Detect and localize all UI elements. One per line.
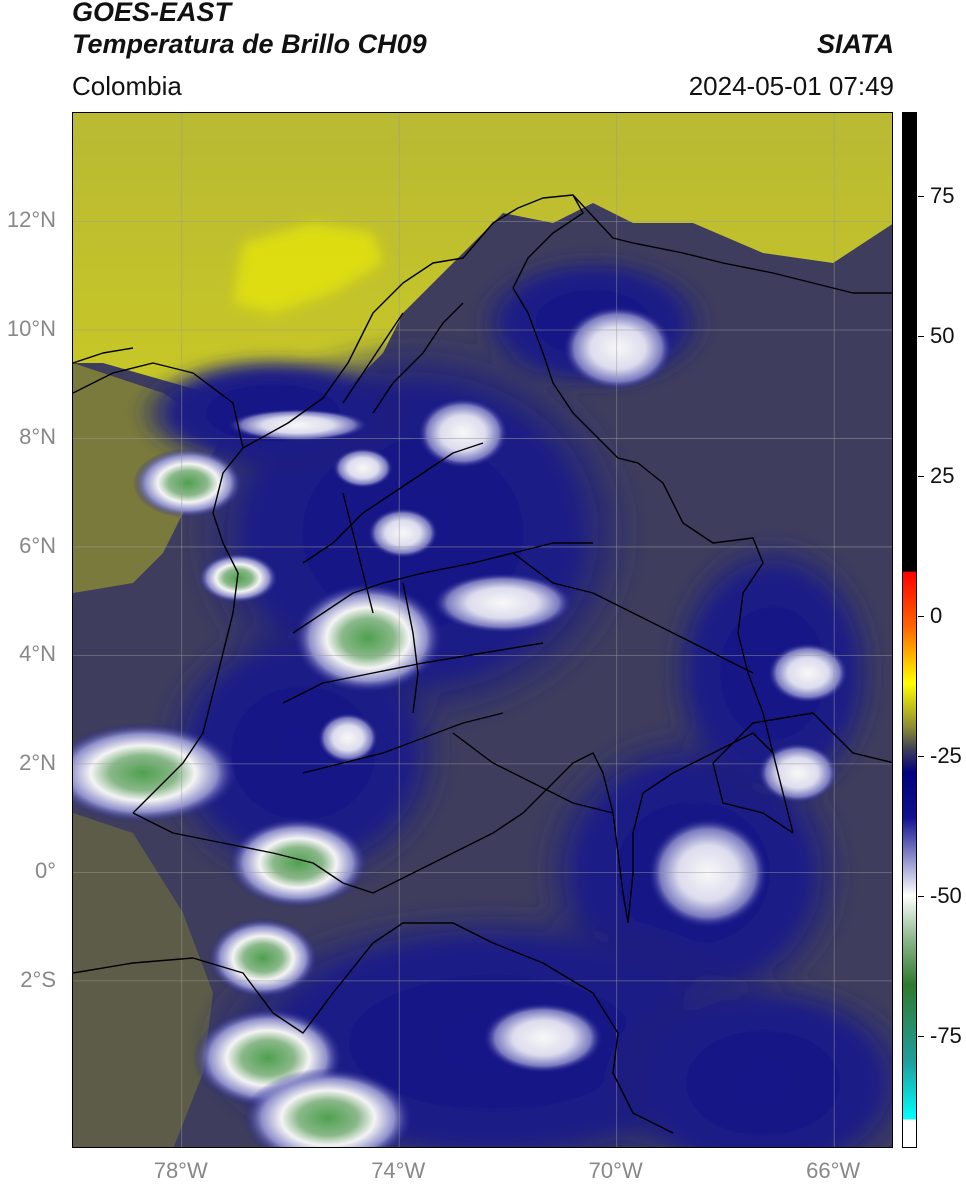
- lon-tick-label: 74°W: [371, 1158, 426, 1183]
- colorbar-tick-label: -25: [930, 743, 962, 768]
- olive-ocean: [73, 813, 213, 1147]
- andes-internal-3: [302, 442, 484, 564]
- colorbar-tick-mark: [918, 1036, 924, 1037]
- colorbar-tick-label: 50: [930, 323, 955, 348]
- cloud-east-amazon: [648, 818, 768, 928]
- orinoco-internal: [512, 552, 754, 674]
- andes-internal-6: [302, 712, 504, 774]
- lon-tick-label: 66°W: [806, 1158, 861, 1183]
- title-block: GOES-EAST Temperatura de Brillo CH09: [72, 0, 427, 60]
- andes-internal-1: [342, 312, 404, 404]
- cloud-santander: [368, 508, 438, 558]
- cloud-magdalena: [418, 398, 508, 468]
- satellite-map[interactable]: [72, 112, 893, 1148]
- cloud-caqueta: [318, 713, 378, 763]
- andes-internal-5: [282, 642, 544, 704]
- cloud-ecuador-coast: [228, 818, 368, 908]
- colombia-venezuela-border: [512, 287, 794, 834]
- lat-tick-label: 0°: [34, 858, 56, 884]
- colorbar-tick-mark: [918, 756, 924, 757]
- cloud-peru-south: [243, 1068, 413, 1147]
- colorbar-tick-mark: [918, 616, 924, 617]
- colorbar-tick-label: 0: [930, 603, 943, 628]
- satellite-title: GOES-EAST: [72, 0, 232, 27]
- cloud-llanos: [433, 573, 573, 633]
- colombia-pacific-coast: [132, 447, 244, 814]
- country-borders: [73, 194, 892, 1134]
- lat-tick-label: 2°S: [20, 966, 56, 992]
- cloud-maracaibo: [563, 306, 673, 390]
- colorbar: [902, 112, 917, 1148]
- product-title: Temperatura de Brillo CH09: [72, 29, 427, 59]
- lon-tick-label: 78°W: [153, 1158, 208, 1183]
- colombia-caribbean-coast: [242, 194, 584, 449]
- colorbar-tick-mark: [918, 476, 924, 477]
- panama-costarica: [73, 362, 244, 449]
- andes-internal-2: [372, 302, 464, 414]
- cloud-guainia: [768, 643, 848, 703]
- colorbar-tick-label: 75: [930, 183, 955, 208]
- venezuela-coast: [572, 194, 892, 294]
- lat-tick-label: 6°N: [19, 532, 56, 558]
- colorbar-tick-mark: [918, 336, 924, 337]
- colorbar-tick-label: 25: [930, 463, 955, 488]
- cloud-tops: [73, 306, 848, 1147]
- colorbar-tick-mark: [918, 896, 924, 897]
- cloud-amazon-south: [483, 1003, 603, 1073]
- graticule: [73, 113, 892, 1147]
- cloud-orinoco: [758, 743, 838, 803]
- lat-tick-label: 10°N: [6, 315, 56, 341]
- organization-label: SIATA: [817, 29, 894, 59]
- colombia-ecuador-border: [132, 812, 374, 894]
- datetime-label: 2024-05-01 07:49: [688, 71, 894, 101]
- colorbar-tick-mark: [918, 196, 924, 197]
- lat-tick-label: 8°N: [19, 424, 56, 450]
- central-america-coast: [73, 347, 134, 364]
- colorbar-tick-label: -75: [930, 1023, 962, 1048]
- lat-tick-label: 2°N: [19, 749, 56, 775]
- andes-internal-4: [292, 542, 593, 634]
- amazon-internal: [452, 732, 614, 814]
- region-label: Colombia: [72, 71, 182, 101]
- lat-tick-label: 4°N: [19, 641, 56, 667]
- cloud-sierra: [333, 448, 393, 488]
- cloud-panama: [133, 448, 243, 518]
- cloud-andes-central: [293, 583, 443, 693]
- ecuador-peru-border: [73, 922, 674, 1134]
- cloud-ecuador-south: [208, 918, 318, 998]
- andes-internal-8: [342, 492, 374, 614]
- lat-tick-label: 12°N: [6, 207, 56, 233]
- cloud-caribbean-band: [228, 409, 368, 441]
- andes-internal-7: [402, 582, 419, 714]
- colombia-brazil-border: [627, 732, 774, 924]
- cloud-pacific-west: [73, 723, 238, 823]
- venezuela-brazil-border: [712, 712, 892, 834]
- colombia-peru-border: [372, 752, 629, 924]
- lon-tick-label: 70°W: [588, 1158, 643, 1183]
- dry-air-region: [73, 113, 892, 413]
- dry-air-band: [233, 223, 383, 313]
- colorbar-tick-label: -50: [930, 883, 962, 908]
